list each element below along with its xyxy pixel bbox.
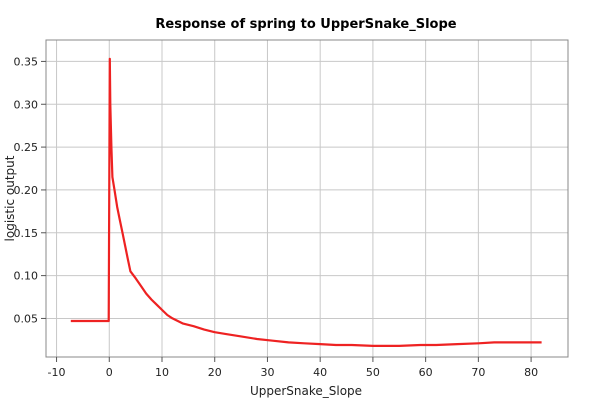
- x-tick-label: 30: [260, 366, 274, 379]
- x-tick-label: 0: [106, 366, 113, 379]
- y-tick-label: 0.05: [14, 312, 39, 325]
- grid: [46, 40, 568, 357]
- x-axis: -10 0 10 20 30 40 50 60 70 80: [48, 357, 538, 379]
- x-tick-label: 80: [524, 366, 538, 379]
- chart-title: Response of spring to UpperSnake_Slope: [155, 17, 456, 32]
- y-tick-label: 0.30: [14, 98, 39, 111]
- y-tick-label: 0.35: [14, 55, 39, 68]
- x-tick-label: 60: [419, 366, 433, 379]
- y-tick-label: 0.15: [14, 227, 39, 240]
- x-tick-label: 40: [313, 366, 327, 379]
- y-axis-title: logistic output: [3, 155, 17, 241]
- x-tick-label: -10: [48, 366, 66, 379]
- x-tick-label: 70: [471, 366, 485, 379]
- series-layer: [70, 57, 542, 347]
- y-axis: 0.05 0.10 0.15 0.20 0.25 0.30 0.35: [14, 55, 46, 325]
- x-axis-title: UpperSnake_Slope: [250, 384, 362, 398]
- y-tick-label: 0.25: [14, 141, 39, 154]
- plot-area-frame: [45, 39, 569, 358]
- series-line: [70, 57, 542, 347]
- x-tick-label: 20: [208, 366, 222, 379]
- y-tick-label: 0.10: [14, 270, 39, 283]
- x-tick-label: 10: [155, 366, 169, 379]
- x-tick-label: 50: [366, 366, 380, 379]
- y-tick-label: 0.20: [14, 184, 39, 197]
